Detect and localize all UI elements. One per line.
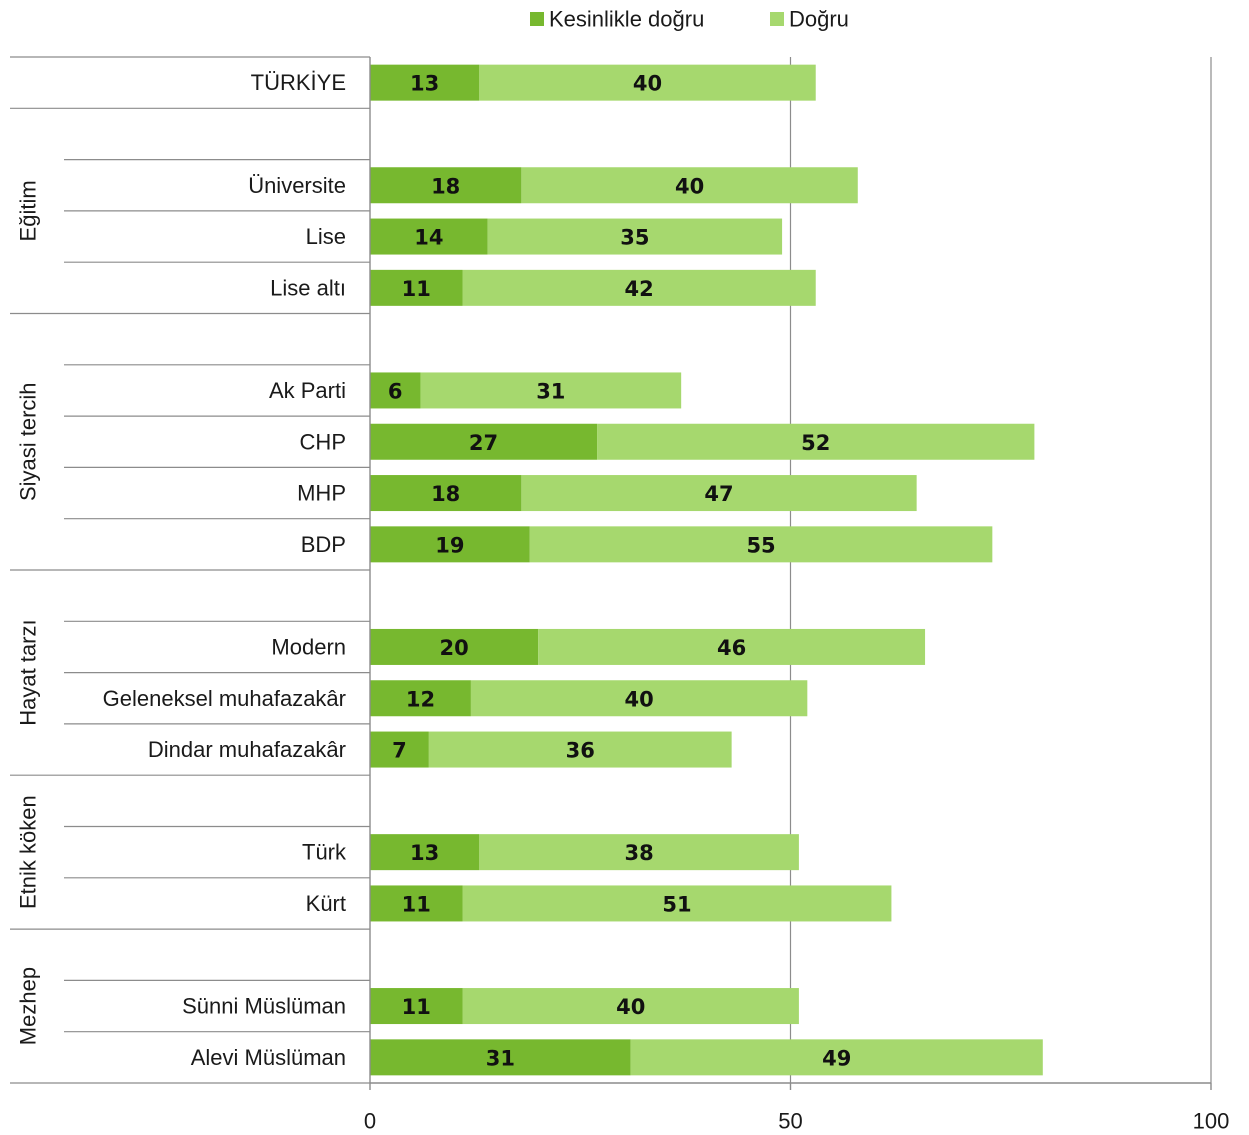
category-label: TÜRKİYE — [251, 70, 346, 95]
bar-dogru — [529, 526, 993, 563]
data-label: 31 — [486, 1046, 515, 1070]
data-label: 40 — [633, 72, 662, 96]
group-label: Eğitim — [16, 180, 41, 241]
bar-kesinlikle-dogru — [370, 475, 522, 512]
data-label: 47 — [704, 482, 733, 506]
bar-dogru — [630, 1039, 1043, 1076]
data-label: 35 — [620, 226, 649, 250]
data-label: 13 — [410, 841, 439, 865]
data-label: 11 — [402, 995, 431, 1019]
bar-dogru — [487, 218, 783, 255]
bar-kesinlikle-dogru — [370, 988, 463, 1025]
data-label: 31 — [536, 379, 565, 403]
group-label: Mezhep — [16, 967, 41, 1045]
x-tick-label: 100 — [1193, 1109, 1230, 1134]
legend-label: Kesinlikle doğru — [549, 7, 704, 32]
legend-label: Doğru — [789, 7, 849, 32]
bar-kesinlikle-dogru — [370, 64, 480, 101]
data-label: 12 — [406, 687, 435, 711]
category-label: Modern — [271, 634, 346, 659]
bar-dogru — [420, 372, 682, 409]
data-label: 36 — [566, 739, 595, 763]
data-label: 7 — [392, 739, 407, 763]
bar-dogru — [470, 680, 808, 717]
data-label: 11 — [402, 892, 431, 916]
bar-dogru — [538, 628, 926, 665]
bar-kesinlikle-dogru — [370, 731, 429, 768]
data-label: 19 — [435, 533, 464, 557]
category-label: Lise altı — [270, 275, 346, 300]
category-label: MHP — [297, 481, 346, 506]
bar-kesinlikle-dogru — [370, 885, 463, 922]
bar-dogru — [428, 731, 732, 768]
data-label: 42 — [625, 277, 654, 301]
category-label: Sünni Müslüman — [182, 994, 346, 1019]
bar-kesinlikle-dogru — [370, 628, 539, 665]
data-label: 6 — [388, 379, 403, 403]
category-label: CHP — [300, 429, 346, 454]
bar-kesinlikle-dogru — [370, 423, 598, 460]
bar-dogru — [462, 885, 892, 922]
data-label: 14 — [414, 226, 443, 250]
x-tick-label: 50 — [778, 1109, 802, 1134]
bar-dogru — [521, 167, 858, 204]
bar-dogru — [462, 269, 816, 306]
data-label: 52 — [801, 431, 830, 455]
data-label: 51 — [662, 892, 691, 916]
bar-kesinlikle-dogru — [370, 218, 488, 255]
category-label: Alevi Müslüman — [191, 1045, 346, 1070]
group-label: Siyasi tercih — [16, 382, 41, 501]
bar-kesinlikle-dogru — [370, 834, 480, 871]
bar-dogru — [521, 475, 917, 512]
category-label: Ak Parti — [269, 378, 346, 403]
data-label: 40 — [625, 687, 654, 711]
category-label: Dindar muhafazakâr — [148, 737, 346, 762]
data-label: 18 — [431, 482, 460, 506]
data-label: 40 — [675, 174, 704, 198]
data-label: 49 — [822, 1046, 851, 1070]
bar-kesinlikle-dogru — [370, 167, 522, 204]
category-label: BDP — [301, 532, 346, 557]
legend-swatch-dogru — [770, 12, 784, 26]
category-label: Kürt — [306, 891, 346, 916]
bar-kesinlikle-dogru — [370, 372, 421, 409]
group-label: Hayat tarzı — [16, 619, 41, 725]
data-label: 13 — [410, 72, 439, 96]
category-label: Üniversite — [248, 173, 346, 198]
bar-kesinlikle-dogru — [370, 1039, 631, 1076]
data-label: 18 — [431, 174, 460, 198]
category-label: Lise — [306, 224, 346, 249]
x-tick-label: 0 — [364, 1109, 376, 1134]
bar-kesinlikle-dogru — [370, 269, 463, 306]
bar-kesinlikle-dogru — [370, 680, 471, 717]
data-label: 46 — [717, 636, 746, 660]
data-label: 38 — [625, 841, 654, 865]
group-label: Etnik köken — [16, 795, 41, 909]
bar-dogru — [479, 64, 816, 101]
data-label: 27 — [469, 431, 498, 455]
bar-dogru — [462, 988, 799, 1025]
bar-dogru — [479, 834, 799, 871]
data-label: 40 — [616, 995, 645, 1019]
legend-swatch-kesinlikle-dogru — [530, 12, 544, 26]
data-label: 11 — [402, 277, 431, 301]
bar-dogru — [597, 423, 1035, 460]
category-label: Türk — [302, 840, 347, 865]
bar-kesinlikle-dogru — [370, 526, 530, 563]
data-label: 20 — [439, 636, 468, 660]
data-label: 55 — [746, 533, 775, 557]
category-label: Geleneksel muhafazakâr — [103, 686, 346, 711]
